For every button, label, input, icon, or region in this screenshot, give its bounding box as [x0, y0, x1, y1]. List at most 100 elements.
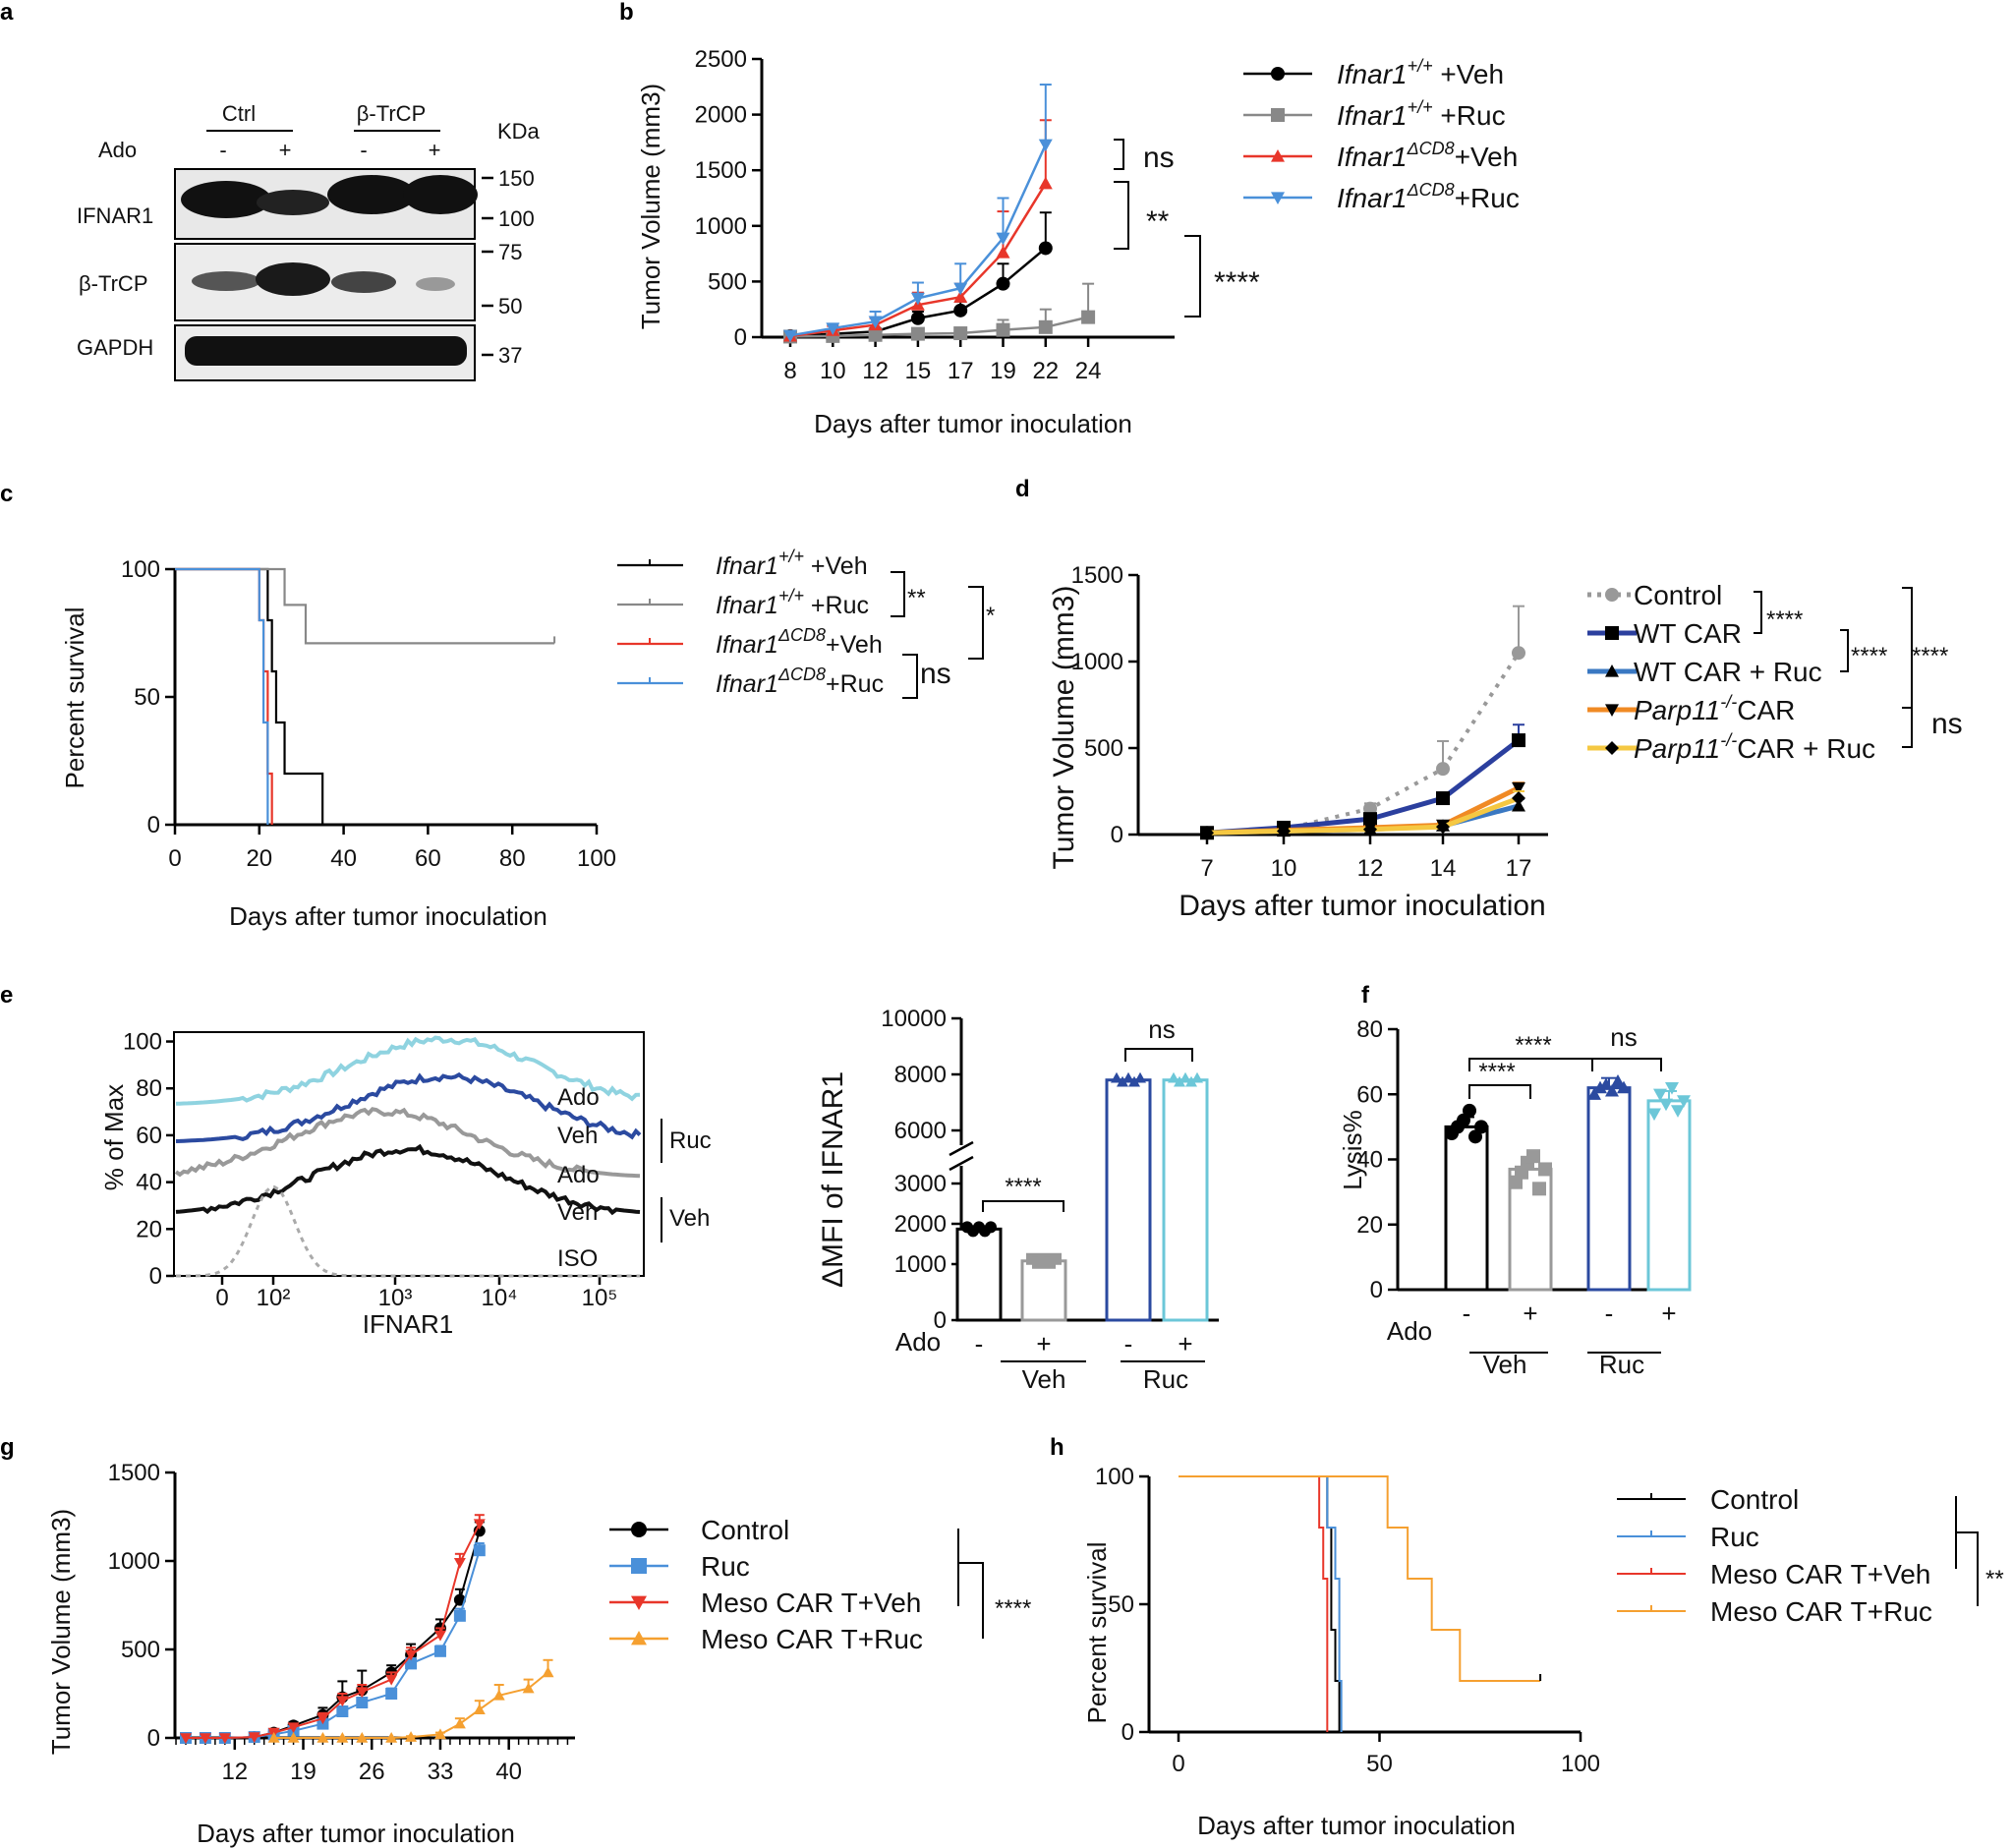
d-series-line-0	[1206, 652, 1521, 836]
blot-kda-label: KDa	[497, 119, 541, 144]
band-ifnar1-lane1	[181, 181, 271, 218]
g-point-2	[336, 1696, 349, 1707]
panel-e-histogram: e 0 20 40 60 80 100 0 10² 10³ 10⁴ 10⁵ IFNAR1 % of …	[0, 982, 712, 1339]
d-legend-marker-2	[1605, 664, 1619, 677]
g-point-3	[542, 1666, 554, 1678]
chart-d-annotations: **** **** **** ns	[1754, 587, 1963, 748]
eh-xtick-label: 10³	[378, 1285, 413, 1311]
g-series-line-3	[273, 1671, 549, 1739]
band-btrcp-lane4	[416, 277, 455, 291]
h-xtick-label: 100	[1561, 1751, 1600, 1777]
g-series-line-2	[186, 1523, 481, 1739]
eb-point-3	[1185, 1075, 1197, 1087]
eb-treatment-label: Ado	[895, 1327, 941, 1357]
bracket-b-2star	[1114, 181, 1129, 250]
f-treatment-label: Ado	[1387, 1316, 1432, 1346]
eb-break-mark-bottom	[949, 1155, 974, 1172]
eb-ytick-label: 8000	[894, 1062, 947, 1088]
sig-g-4star: ****	[995, 1595, 1031, 1622]
chart-c-plot: 0 50 100 0 20 40 60 80 100	[121, 556, 616, 872]
d-point-1	[1436, 791, 1450, 806]
f-sig-3: ns	[1610, 1022, 1637, 1052]
b-legend-label-1: Ifnar1+/+ +Ruc	[1337, 97, 1506, 131]
blot-lane-2: +	[279, 138, 292, 162]
eb-ytick-label: 6000	[894, 1118, 947, 1144]
d-xtick-label: 14	[1430, 855, 1457, 882]
panel-h: h 0 50 100 0 50 100 Days after tumor inoculat…	[1050, 1434, 2004, 1840]
panel-d: d 0 500 1000 1500 7 10 12 14 17 Days after tumor…	[1015, 476, 1963, 922]
f-bracket-3	[1591, 1058, 1662, 1071]
f-point-2	[1605, 1083, 1619, 1097]
f-point-1	[1538, 1162, 1552, 1177]
c-xtick-label: 40	[330, 845, 357, 872]
chart-e-bar-plot: 0 1000 2000 3000 6000 8000 10000 - + - + Ado Veh Ruc *…	[881, 1006, 1219, 1394]
panel-g: g 0 500 1000 1500 12 19 26 33 40 Days after tumo…	[0, 1434, 1031, 1848]
chart-g-legend: Control Ruc Meso CAR T+Veh Meso CAR T+Ruc	[609, 1515, 923, 1654]
eb-ytick-label: 3000	[894, 1171, 947, 1197]
b-point-0	[996, 276, 1010, 291]
f-point-3	[1647, 1108, 1661, 1122]
eh-curve-4	[176, 1184, 640, 1278]
g-xtick-label: 26	[359, 1759, 385, 1785]
b-point-1	[1081, 310, 1096, 324]
blot-group-ctrl: Ctrl	[222, 101, 256, 126]
h-legend-label-3: Meso CAR T+Ruc	[1710, 1596, 1932, 1627]
b-legend-label-3: Ifnar1ΔCD8+Ruc	[1337, 180, 1520, 213]
chart-h-annotations: **	[1955, 1496, 2004, 1606]
chart-c-xlabel: Days after tumor inoculation	[229, 901, 547, 931]
g-legend-marker-3	[631, 1631, 647, 1646]
g-xtick-label: 19	[290, 1759, 316, 1785]
bracket-d-4	[1902, 707, 1913, 748]
chart-h-plot: 0 50 100 0 50 100	[1095, 1464, 1600, 1777]
eb-point-2	[1134, 1071, 1146, 1083]
bracket-b-4star	[1184, 235, 1201, 318]
f-point-3	[1653, 1088, 1667, 1102]
panel-b: b 0 500 1000 1500 2000 2500 8 10 12 15 17 19 22 24 Da…	[619, 0, 1520, 438]
f-point-3	[1665, 1082, 1679, 1095]
chart-d-legend: Control WT CAR WT CAR + Ruc Parp11-/-CAR Par…	[1587, 580, 1875, 764]
f-group-label-veh: Veh	[1483, 1350, 1527, 1379]
h-survival-curve-3	[1179, 1475, 1541, 1682]
g-point-3	[316, 1732, 329, 1743]
bracket-h-arm	[1956, 1531, 1979, 1606]
g-point-3	[492, 1689, 505, 1701]
b-point-1	[910, 326, 925, 341]
b-point-1	[868, 327, 883, 342]
b-ytick-label: 2000	[695, 102, 747, 129]
d-ytick-label: 500	[1084, 735, 1123, 762]
eh-curve-1	[175, 1071, 642, 1143]
bracket-d-3	[1902, 587, 1913, 748]
c-survival-curve-3	[175, 567, 269, 825]
chart-f-ylabel: Lysis%	[1338, 1110, 1367, 1189]
g-point-3	[287, 1732, 300, 1743]
blot-markers: 150 100 75 50 37	[482, 166, 535, 368]
g-ytick-label: 1000	[108, 1548, 160, 1575]
f-point-0	[1463, 1103, 1476, 1118]
h-legend-label-0: Control	[1710, 1484, 1799, 1515]
blot-treatment-label: Ado	[98, 138, 137, 162]
chart-d-plot: 0 500 1000 1500 7 10 12 14 17	[1071, 562, 1548, 882]
g-legend-marker-1	[631, 1558, 647, 1574]
g-point-2	[385, 1674, 398, 1686]
panel-label-d: d	[1015, 476, 1030, 502]
f-ytick-label: 60	[1356, 1081, 1383, 1108]
c-survival-curve-0	[175, 567, 324, 825]
sig-c-1star: *	[986, 603, 995, 629]
b-point-3	[996, 232, 1010, 246]
b-ytick-label: 500	[708, 268, 747, 295]
sig-d-2: ****	[1851, 643, 1887, 669]
eb-point-3	[1174, 1075, 1185, 1087]
h-ytick-label: 0	[1122, 1719, 1134, 1746]
blot-lane-3: -	[360, 138, 367, 162]
band-ifnar1-lane4	[403, 175, 478, 214]
eb-point-2	[1111, 1071, 1122, 1083]
sig-c-2star: **	[907, 585, 926, 611]
d-xtick-label: 7	[1200, 855, 1213, 882]
chart-e-bar-ylabel: ΔMFI of IFNAR1	[817, 1071, 849, 1288]
d-point-0	[1512, 646, 1525, 661]
f-point-2	[1611, 1074, 1625, 1087]
chart-c-legend: Ifnar1+/+ +Veh Ifnar1+/+ +Ruc Ifnar1ΔCD8+V…	[617, 547, 884, 698]
eh-curve-3	[175, 1143, 641, 1216]
g-point-1	[473, 1544, 486, 1557]
d-legend-label-4: Parp11-/-CAR + Ruc	[1634, 730, 1875, 764]
